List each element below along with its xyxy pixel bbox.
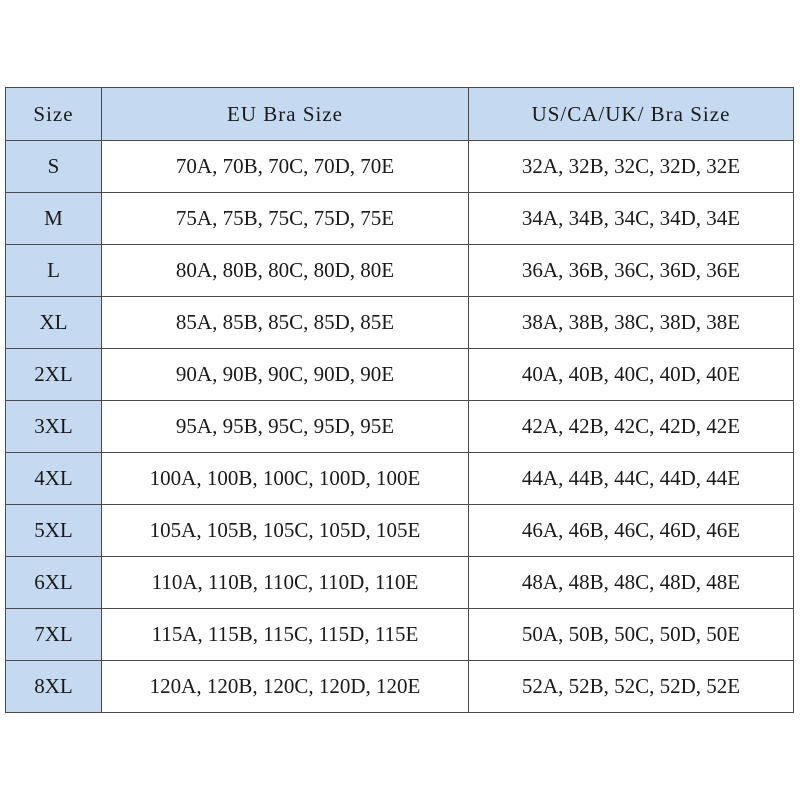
header-eu-size: EU Bra Size bbox=[101, 87, 469, 141]
eu-size-cell: 100A, 100B, 100C, 100D, 100E bbox=[101, 452, 469, 505]
table-row: 4XL 100A, 100B, 100C, 100D, 100E 44A, 44B,… bbox=[5, 452, 794, 505]
us-size-cell: 38A, 38B, 38C, 38D, 38E bbox=[468, 296, 794, 349]
eu-size-cell: 75A, 75B, 75C, 75D, 75E bbox=[101, 192, 469, 245]
header-us-size: US/CA/UK/ Bra Size bbox=[468, 87, 794, 141]
header-size: Size bbox=[5, 87, 102, 141]
us-size-cell: 32A, 32B, 32C, 32D, 32E bbox=[468, 140, 794, 193]
header-row: Size EU Bra Size US/CA/UK/ Bra Size bbox=[5, 87, 794, 141]
table-row: 3XL 95A, 95B, 95C, 95D, 95E 42A, 42B, 42C,… bbox=[5, 400, 794, 453]
table-row: 6XL 110A, 110B, 110C, 110D, 110E 48A, 48B,… bbox=[5, 556, 794, 609]
us-size-cell: 34A, 34B, 34C, 34D, 34E bbox=[468, 192, 794, 245]
us-size-cell: 46A, 46B, 46C, 46D, 46E bbox=[468, 504, 794, 557]
table-row: 8XL 120A, 120B, 120C, 120D, 120E 52A, 52B,… bbox=[5, 660, 794, 713]
size-cell: 5XL bbox=[5, 504, 102, 557]
size-cell: 8XL bbox=[5, 660, 102, 713]
eu-size-cell: 90A, 90B, 90C, 90D, 90E bbox=[101, 348, 469, 401]
table-row: S 70A, 70B, 70C, 70D, 70E 32A, 32B, 32C, 3… bbox=[5, 140, 794, 193]
size-cell: XL bbox=[5, 296, 102, 349]
size-cell: S bbox=[5, 140, 102, 193]
eu-size-cell: 110A, 110B, 110C, 110D, 110E bbox=[101, 556, 469, 609]
table-row: 5XL 105A, 105B, 105C, 105D, 105E 46A, 46B,… bbox=[5, 504, 794, 557]
size-cell: 4XL bbox=[5, 452, 102, 505]
us-size-cell: 52A, 52B, 52C, 52D, 52E bbox=[468, 660, 794, 713]
table-row: 7XL 115A, 115B, 115C, 115D, 115E 50A, 50B,… bbox=[5, 608, 794, 661]
eu-size-cell: 105A, 105B, 105C, 105D, 105E bbox=[101, 504, 469, 557]
us-size-cell: 40A, 40B, 40C, 40D, 40E bbox=[468, 348, 794, 401]
us-size-cell: 42A, 42B, 42C, 42D, 42E bbox=[468, 400, 794, 453]
size-cell: M bbox=[5, 192, 102, 245]
us-size-cell: 50A, 50B, 50C, 50D, 50E bbox=[468, 608, 794, 661]
eu-size-cell: 70A, 70B, 70C, 70D, 70E bbox=[101, 140, 469, 193]
table-row: XL 85A, 85B, 85C, 85D, 85E 38A, 38B, 38C, … bbox=[5, 296, 794, 349]
table-row: M 75A, 75B, 75C, 75D, 75E 34A, 34B, 34C, 3… bbox=[5, 192, 794, 245]
us-size-cell: 44A, 44B, 44C, 44D, 44E bbox=[468, 452, 794, 505]
size-cell: 7XL bbox=[5, 608, 102, 661]
us-size-cell: 36A, 36B, 36C, 36D, 36E bbox=[468, 244, 794, 297]
size-chart-table: Size EU Bra Size US/CA/UK/ Bra Size S 70A… bbox=[5, 87, 794, 713]
size-cell: L bbox=[5, 244, 102, 297]
size-cell: 2XL bbox=[5, 348, 102, 401]
size-cell: 6XL bbox=[5, 556, 102, 609]
eu-size-cell: 80A, 80B, 80C, 80D, 80E bbox=[101, 244, 469, 297]
us-size-cell: 48A, 48B, 48C, 48D, 48E bbox=[468, 556, 794, 609]
size-cell: 3XL bbox=[5, 400, 102, 453]
table-row: L 80A, 80B, 80C, 80D, 80E 36A, 36B, 36C, 3… bbox=[5, 244, 794, 297]
eu-size-cell: 115A, 115B, 115C, 115D, 115E bbox=[101, 608, 469, 661]
table-row: 2XL 90A, 90B, 90C, 90D, 90E 40A, 40B, 40C,… bbox=[5, 348, 794, 401]
eu-size-cell: 85A, 85B, 85C, 85D, 85E bbox=[101, 296, 469, 349]
eu-size-cell: 95A, 95B, 95C, 95D, 95E bbox=[101, 400, 469, 453]
eu-size-cell: 120A, 120B, 120C, 120D, 120E bbox=[101, 660, 469, 713]
